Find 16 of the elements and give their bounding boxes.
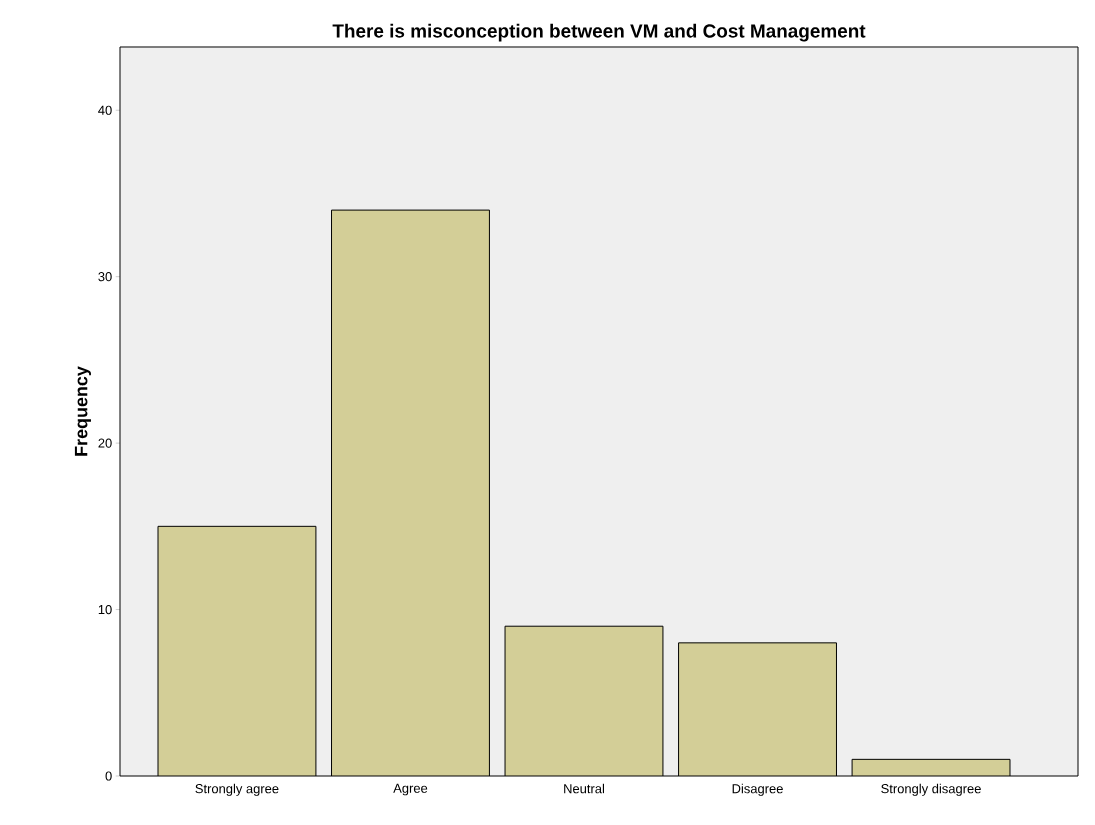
y-tick-label: 40 <box>98 105 112 115</box>
bar <box>505 626 663 776</box>
x-tick-label: Neutral <box>564 783 604 794</box>
x-tick-label: Disagree <box>732 783 783 796</box>
y-tick-label: 30 <box>98 272 112 282</box>
bar <box>678 642 837 776</box>
y-tick-label: 0 <box>105 771 112 781</box>
y-tick-label: 10 <box>98 604 112 615</box>
bar <box>158 526 316 776</box>
bar <box>331 210 490 776</box>
y-axis-title: Frequency <box>74 366 91 456</box>
y-tick-label: 20 <box>98 438 112 448</box>
x-tick-label: Strongly agree <box>195 783 279 796</box>
x-tick-label: Agree <box>393 783 428 796</box>
x-tick-label: Strongly disagree <box>881 783 981 796</box>
chart-title: There is misconception between VM and Cost Management <box>332 23 866 42</box>
